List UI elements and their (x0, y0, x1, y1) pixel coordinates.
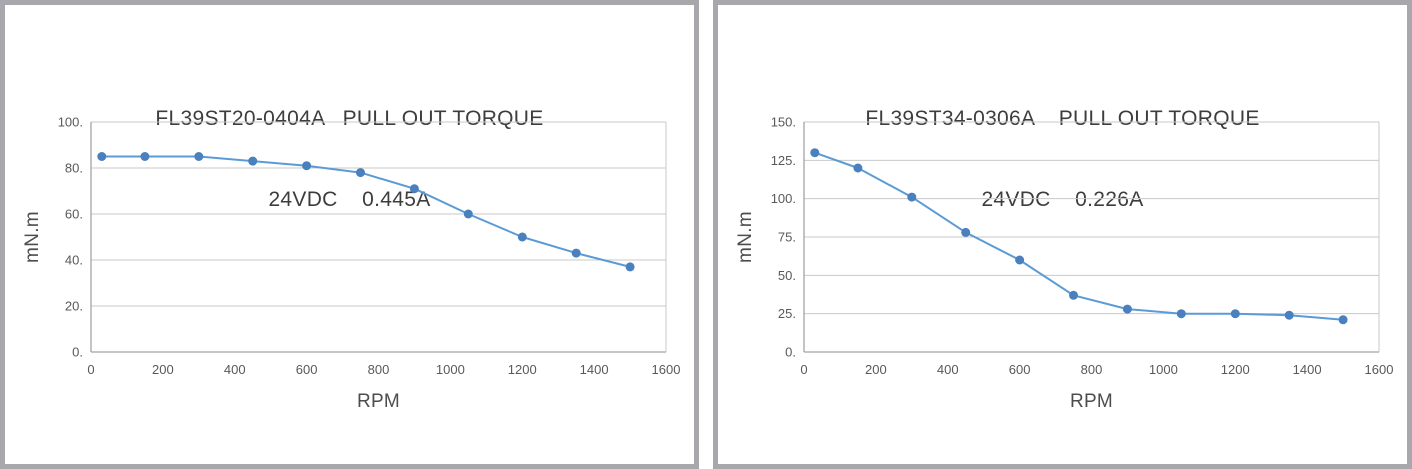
data-point-marker (1338, 315, 1348, 325)
y-tick-label: 0. (72, 345, 83, 360)
y-axis-title: mN.m (22, 211, 43, 263)
chart-panel-fl39st34: FL39ST34-0306A PULL OUT TORQUE 24VDC 0.2… (713, 0, 1412, 469)
x-axis-title: RPM (1070, 391, 1113, 412)
x-tick-label: 400 (937, 362, 959, 377)
chart-title-line2: 24VDC 0.445A (268, 188, 431, 211)
x-tick-label: 1000 (436, 362, 465, 377)
data-point-marker (97, 152, 107, 161)
y-tick-label: 60. (65, 207, 83, 222)
x-tick-label: 600 (1009, 362, 1031, 377)
x-tick-label: 600 (296, 362, 318, 377)
x-tick-label: 1400 (1293, 362, 1322, 377)
y-tick-label: 20. (65, 299, 83, 314)
x-tick-label: 800 (1081, 362, 1103, 377)
y-tick-label: 40. (65, 253, 83, 268)
torque-curve (813, 151, 1345, 321)
data-point-marker (1230, 309, 1240, 319)
y-axis-title: mN.m (735, 211, 756, 263)
data-point-marker (625, 262, 635, 272)
data-point-marker (907, 192, 917, 202)
x-tick-label: 0 (800, 362, 807, 377)
x-tick-label: 200 (152, 362, 174, 377)
y-tick-label: 150. (771, 115, 796, 130)
data-point-marker (356, 168, 365, 178)
data-point-marker (517, 232, 527, 242)
data-point-marker (463, 209, 473, 219)
x-tick-label: 1200 (1221, 362, 1250, 377)
y-tick-label: 100. (771, 191, 796, 206)
data-point-marker (961, 227, 971, 237)
data-point-marker (409, 184, 419, 194)
y-tick-label: 80. (65, 161, 83, 176)
data-point-marker (1069, 290, 1078, 300)
chart-title-line2: 24VDC 0.226A (981, 188, 1144, 211)
chart-title: FL39ST34-0306A PULL OUT TORQUE 24VDC 0.2… (718, 51, 1407, 267)
x-tick-label: 0 (87, 362, 94, 377)
x-tick-label: 200 (865, 362, 887, 377)
x-axis-title: RPM (357, 391, 400, 412)
x-tick-label: 1600 (652, 362, 681, 377)
data-point-marker (1122, 304, 1132, 314)
data-point-marker (1284, 310, 1294, 320)
y-tick-label: 125. (771, 153, 796, 168)
data-point-marker (194, 152, 204, 161)
x-tick-label: 1200 (508, 362, 537, 377)
y-tick-label: 75. (778, 230, 796, 245)
x-tick-label: 1400 (580, 362, 609, 377)
data-point-marker (302, 161, 312, 171)
data-point-marker (1015, 255, 1025, 265)
data-point-marker (810, 148, 820, 158)
y-tick-label: 50. (778, 268, 796, 283)
data-point-marker (140, 152, 150, 161)
y-tick-label: 25. (778, 306, 796, 321)
chart-panel-fl39st20: FL39ST20-0404A PULL OUT TORQUE 24VDC 0.4… (0, 0, 699, 469)
x-tick-label: 400 (224, 362, 246, 377)
data-point-marker (571, 248, 581, 258)
data-point-marker (1176, 309, 1186, 319)
y-tick-label: 0. (785, 345, 796, 360)
x-tick-label: 1600 (1365, 362, 1394, 377)
chart-title-line1: FL39ST34-0306A PULL OUT TORQUE (865, 107, 1260, 130)
data-point-marker (853, 163, 863, 173)
y-tick-label: 100. (58, 115, 83, 130)
chart-title-line1: FL39ST20-0404A PULL OUT TORQUE (155, 107, 544, 130)
x-tick-label: 1000 (1149, 362, 1178, 377)
pull-out-torque-chart: 0. 25. 50. 75. 100. 125. 150. 0 200 400 600 800 1000… (735, 115, 1394, 413)
x-tick-label: 800 (368, 362, 390, 377)
chart-title: FL39ST20-0404A PULL OUT TORQUE 24VDC 0.4… (5, 51, 694, 267)
pull-out-torque-chart: 0. 20. 40. 60. 80. 100. 0 200 400 600 800 1000 1200 1… (22, 115, 681, 413)
data-point-marker (248, 156, 258, 166)
torque-curve (100, 155, 632, 268)
